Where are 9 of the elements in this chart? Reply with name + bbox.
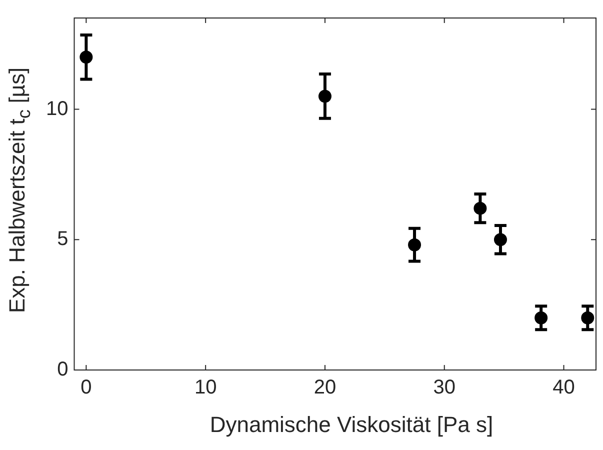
x-tick-label: 30 xyxy=(433,376,456,399)
x-tick-label: 40 xyxy=(552,376,575,399)
x-axis-title: Dynamische Viskosität [Pa s] xyxy=(208,412,494,438)
y-tick-label: 0 xyxy=(57,358,68,381)
x-tick-label: 20 xyxy=(314,376,336,399)
x-tick-label: 0 xyxy=(80,376,92,399)
y-tick-label: 5 xyxy=(57,228,68,250)
y-tick-label: 10 xyxy=(46,98,68,120)
x-tick-label: 10 xyxy=(194,376,217,399)
